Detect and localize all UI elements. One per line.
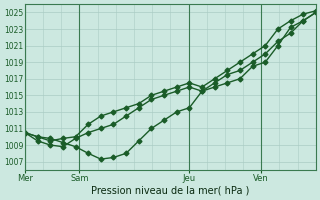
X-axis label: Pression niveau de la mer( hPa ): Pression niveau de la mer( hPa ): [91, 186, 250, 196]
